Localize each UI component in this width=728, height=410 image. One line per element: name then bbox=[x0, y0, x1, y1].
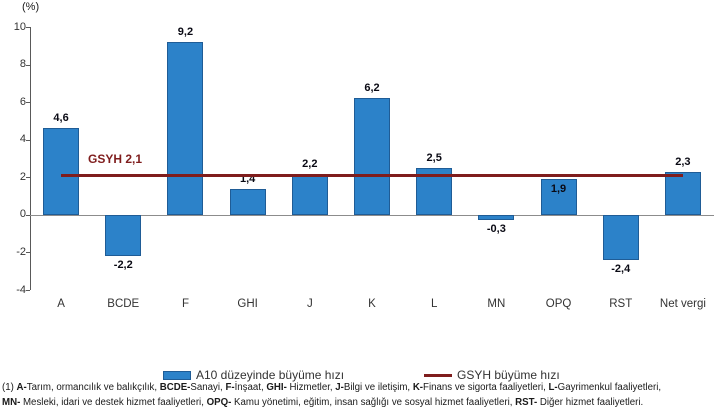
footnote-segment: Mesleki, idari ve destek hizmet faaliyet… bbox=[20, 397, 207, 408]
category-label: GHI bbox=[237, 298, 258, 310]
y-tick-mark bbox=[26, 214, 30, 216]
footnote-segment: A- bbox=[16, 382, 27, 393]
bar bbox=[602, 214, 639, 260]
bar-value-label: 4,6 bbox=[53, 112, 69, 125]
footnote-segment: İnşaat, bbox=[234, 382, 267, 393]
footnote-segment: GHI- bbox=[266, 382, 287, 393]
footnote-segment: Gayrimenkul faaliyetleri, bbox=[557, 382, 662, 393]
gsyh-line bbox=[61, 173, 683, 177]
bar-value-label: 2,2 bbox=[302, 157, 318, 170]
y-tick-label: 10 bbox=[13, 20, 26, 33]
y-axis-unit-label: (%) bbox=[22, 1, 40, 13]
bar bbox=[664, 171, 701, 215]
footnote-segment: RST- bbox=[515, 397, 538, 408]
footnote-segment: Kamu yönetimi, eğitim, insan sağlığı ve … bbox=[231, 397, 516, 408]
legend-item: GSYH büyüme hızı bbox=[424, 368, 560, 382]
category-label: F bbox=[181, 298, 189, 310]
bar-value-label: 6,2 bbox=[364, 82, 380, 95]
y-axis bbox=[30, 27, 31, 290]
bar bbox=[354, 98, 390, 215]
category-label: MN bbox=[487, 298, 506, 310]
y-tick-label: 8 bbox=[19, 58, 26, 71]
bar bbox=[291, 173, 328, 215]
bar-value-label: -2,2 bbox=[113, 259, 133, 272]
bar-value-label: -2,4 bbox=[611, 262, 631, 275]
y-tick-label: 0 bbox=[19, 208, 26, 221]
footnote-segment: Diğer hizmet faaliyetleri. bbox=[537, 397, 644, 408]
footnote-segment: BCDE- bbox=[159, 382, 191, 393]
footnote-segment: F- bbox=[225, 382, 235, 393]
bar-value-label: 2,3 bbox=[675, 155, 691, 168]
y-tick-label: 6 bbox=[19, 95, 26, 108]
y-tick-label: -2 bbox=[16, 245, 26, 258]
bar bbox=[229, 188, 266, 215]
footnote-segment: MN- bbox=[2, 397, 21, 408]
category-label: K bbox=[368, 298, 376, 310]
footnote-line-2: MN- Mesleki, idari ve destek hizmet faal… bbox=[2, 397, 728, 408]
gsyh-line-annotation: GSYH 2,1 bbox=[88, 152, 143, 167]
footnote-segment: Hizmetler, bbox=[286, 382, 336, 393]
y-tick-mark bbox=[26, 177, 30, 179]
bar bbox=[540, 179, 577, 215]
footnote-segment: Sanayi, bbox=[190, 382, 226, 393]
y-tick-mark bbox=[26, 290, 30, 291]
footnote-segment: Bilgi ve iletişim, bbox=[343, 382, 413, 393]
y-tick-label: 2 bbox=[19, 170, 26, 183]
category-label: L bbox=[430, 298, 438, 310]
bar bbox=[105, 214, 142, 257]
category-label: BCDE bbox=[107, 298, 140, 310]
category-label: RST bbox=[609, 298, 633, 310]
bar-value-label: 9,2 bbox=[177, 26, 194, 39]
zero-axis-line bbox=[30, 214, 714, 216]
y-tick-mark bbox=[26, 27, 30, 28]
y-tick-label: 4 bbox=[19, 133, 26, 146]
category-label: OPQ bbox=[545, 298, 572, 310]
bar bbox=[478, 214, 515, 221]
category-label: J bbox=[306, 298, 313, 310]
y-tick-label: -4 bbox=[16, 283, 26, 296]
category-label: Net vergi bbox=[659, 298, 706, 310]
category-label: A bbox=[57, 298, 65, 310]
footnote-segment: OPQ- bbox=[206, 397, 232, 408]
legend-bar-swatch-icon bbox=[163, 370, 191, 380]
y-tick-mark bbox=[26, 64, 30, 66]
bar bbox=[43, 128, 80, 215]
bar-value-label: 2,5 bbox=[426, 151, 442, 164]
footnote-segment: Tarım, ormancılık ve balıkçılık, bbox=[26, 382, 160, 393]
legend-label: A10 düzeyinde büyüme hızı bbox=[196, 368, 345, 382]
footnote-segment: J- bbox=[335, 382, 344, 393]
bar-value-label: -0,3 bbox=[486, 223, 506, 236]
footnote-segment: (1) bbox=[2, 382, 17, 393]
footnote-segment: K- bbox=[412, 382, 424, 393]
footnote-line-1: (1) A-Tarım, ormancılık ve balıkçılık, B… bbox=[2, 382, 728, 393]
y-tick-mark bbox=[26, 252, 30, 254]
bar bbox=[167, 42, 204, 215]
y-tick-mark bbox=[26, 102, 30, 104]
legend-line-swatch-icon bbox=[424, 373, 452, 377]
footnote-segment: L- bbox=[548, 382, 558, 393]
legend-label: GSYH büyüme hızı bbox=[457, 368, 560, 382]
bar-value-label: 1,9 bbox=[550, 183, 567, 196]
footnote-segment: Finans ve sigorta faaliyetleri, bbox=[423, 382, 549, 393]
legend-item: A10 düzeyinde büyüme hızı bbox=[163, 368, 344, 382]
y-tick-mark bbox=[26, 139, 30, 141]
